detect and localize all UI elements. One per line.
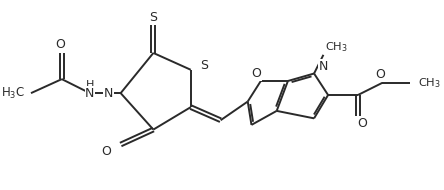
Text: N: N bbox=[85, 87, 95, 100]
Text: O: O bbox=[55, 38, 65, 51]
Text: O: O bbox=[251, 67, 261, 80]
Text: O: O bbox=[376, 68, 385, 81]
Text: H$_3$C: H$_3$C bbox=[1, 86, 25, 101]
Text: CH$_3$: CH$_3$ bbox=[418, 76, 441, 90]
Text: O: O bbox=[358, 117, 368, 131]
Text: S: S bbox=[200, 59, 208, 72]
Text: CH$_3$: CH$_3$ bbox=[325, 40, 348, 54]
Text: H: H bbox=[86, 80, 94, 90]
Text: O: O bbox=[101, 145, 111, 158]
Text: N: N bbox=[319, 59, 328, 73]
Text: S: S bbox=[149, 11, 157, 24]
Text: N: N bbox=[104, 87, 113, 100]
